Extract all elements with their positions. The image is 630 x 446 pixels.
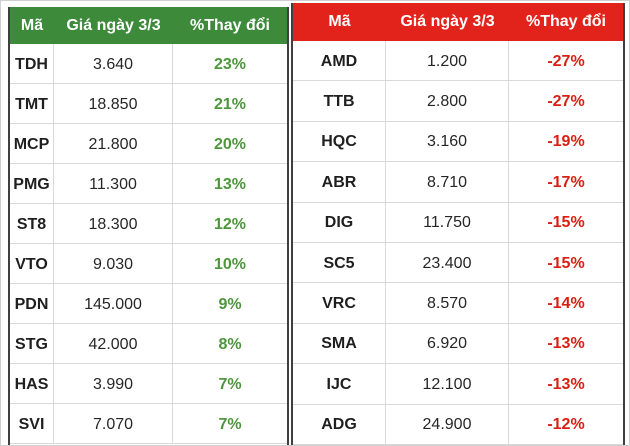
header-cell-change: %Thay đổi (525, 13, 606, 30)
header-cell-change: %Thay đổi (189, 16, 270, 34)
price-cell: 23.400 (386, 242, 509, 283)
change-cell: -15% (547, 254, 585, 272)
gainers-table: Mã Giá ngày 3/3 %Thay đổi TDH 3.640 23% TMT… (8, 7, 289, 445)
price-cell: 18.300 (54, 204, 173, 243)
ticker-cell: PDN (10, 284, 54, 323)
table-row: TTB 2.800 -27% (293, 81, 623, 122)
price-cell: 12.100 (386, 364, 509, 404)
ticker-cell: DIG (293, 202, 386, 242)
change-cell: 10% (213, 255, 247, 273)
table-row: MCP 21.800 20% (10, 124, 287, 164)
table-row: PMG 11.300 13% (10, 164, 287, 204)
table-row: AMD 1.200 -27% (293, 41, 623, 82)
change-cell: 12% (213, 215, 247, 233)
change-cell: 7% (218, 375, 242, 393)
ticker-cell: AMD (293, 41, 386, 81)
losers-table-body: AMD 1.200 -27% TTB 2.800 -27% HQC 3.160 -19% ABR 8… (293, 41, 623, 445)
ticker-cell: HAS (10, 364, 54, 403)
ticker-cell: ST8 (10, 204, 54, 243)
table-row: ADG 24.900 -12% (293, 404, 623, 445)
losers-table-header: Mã Giá ngày 3/3 %Thay đổi (293, 3, 623, 41)
price-cell: 3.640 (54, 44, 173, 83)
table-row: ABR 8.710 -17% (293, 162, 623, 203)
table-row: SC5 23.400 -15% (293, 242, 623, 284)
gainers-table-header: Mã Giá ngày 3/3 %Thay đổi (10, 7, 287, 44)
change-cell: 8% (218, 335, 242, 353)
change-cell: -12% (547, 416, 585, 434)
change-cell: 20% (213, 135, 247, 153)
price-cell: 18.850 (54, 84, 173, 123)
price-cell: 8.710 (386, 162, 509, 202)
table-row: SVI 7.070 7% (10, 404, 287, 444)
change-cell: -17% (547, 173, 585, 191)
change-cell: 7% (218, 415, 242, 433)
price-cell: 42.000 (54, 324, 173, 363)
price-cell: 7.070 (54, 404, 173, 443)
gainers-table-body: TDH 3.640 23% TMT 18.850 21% MCP 21.800 20% PMG 11… (10, 44, 287, 444)
price-cell: 145.000 (54, 284, 173, 323)
change-cell: -14% (547, 295, 585, 313)
table-row: VRC 8.570 -14% (293, 283, 623, 324)
table-row: PDN 145.000 9% (10, 284, 287, 324)
price-cell: 9.030 (54, 244, 173, 283)
change-cell: 23% (213, 55, 247, 73)
ticker-cell: IJC (293, 364, 386, 404)
header-cell-ticker: Mã (20, 16, 44, 34)
change-cell: 21% (213, 95, 247, 113)
change-cell: -15% (547, 214, 585, 232)
change-cell: 13% (213, 175, 247, 193)
table-row: DIG 11.750 -15% (293, 202, 623, 243)
ticker-cell: VTO (10, 244, 54, 283)
ticker-cell: TTB (293, 81, 386, 121)
ticker-cell: MCP (10, 124, 54, 163)
table-row: TMT 18.850 21% (10, 84, 287, 124)
ticker-cell: ABR (293, 162, 386, 202)
table-row: VTO 9.030 10% (10, 244, 287, 284)
ticker-cell: TMT (10, 84, 54, 123)
change-cell: -27% (547, 93, 585, 111)
change-cell: -27% (547, 52, 585, 70)
table-row: STG 42.000 8% (10, 324, 287, 364)
ticker-cell: TDH (10, 44, 54, 83)
price-cell: 24.900 (386, 404, 509, 444)
table-row: SMA 6.920 -13% (293, 323, 623, 365)
price-cell: 3.160 (386, 121, 509, 162)
price-cell: 21.800 (54, 124, 173, 163)
ticker-cell: SC5 (293, 242, 386, 283)
price-cell: 3.990 (54, 364, 173, 403)
price-cell: 6.920 (386, 323, 509, 364)
price-cell: 1.200 (386, 41, 509, 81)
table-row: IJC 12.100 -13% (293, 364, 623, 405)
price-cell: 11.750 (386, 202, 509, 242)
change-cell: -13% (547, 335, 585, 353)
ticker-cell: SVI (10, 404, 54, 443)
table-row: TDH 3.640 23% (10, 44, 287, 84)
ticker-cell: VRC (293, 283, 386, 323)
price-cell: 2.800 (386, 81, 509, 121)
table-row: ST8 18.300 12% (10, 204, 287, 244)
ticker-cell: PMG (10, 164, 54, 203)
ticker-cell: HQC (293, 121, 386, 162)
ticker-cell: ADG (293, 404, 386, 444)
losers-table: Mã Giá ngày 3/3 %Thay đổi AMD 1.200 -27% TT… (291, 3, 625, 445)
ticker-cell: SMA (293, 323, 386, 364)
change-cell: -19% (547, 133, 585, 151)
price-cell: 8.570 (386, 283, 509, 323)
ticker-cell: STG (10, 324, 54, 363)
change-cell: -13% (547, 375, 585, 393)
header-cell-price: Giá ngày 3/3 (66, 16, 161, 34)
change-cell: 9% (218, 295, 242, 313)
header-cell-price: Giá ngày 3/3 (400, 13, 495, 30)
table-row: HAS 3.990 7% (10, 364, 287, 404)
header-cell-ticker: Mã (328, 13, 351, 30)
price-cell: 11.300 (54, 164, 173, 203)
table-row: HQC 3.160 -19% (293, 121, 623, 163)
